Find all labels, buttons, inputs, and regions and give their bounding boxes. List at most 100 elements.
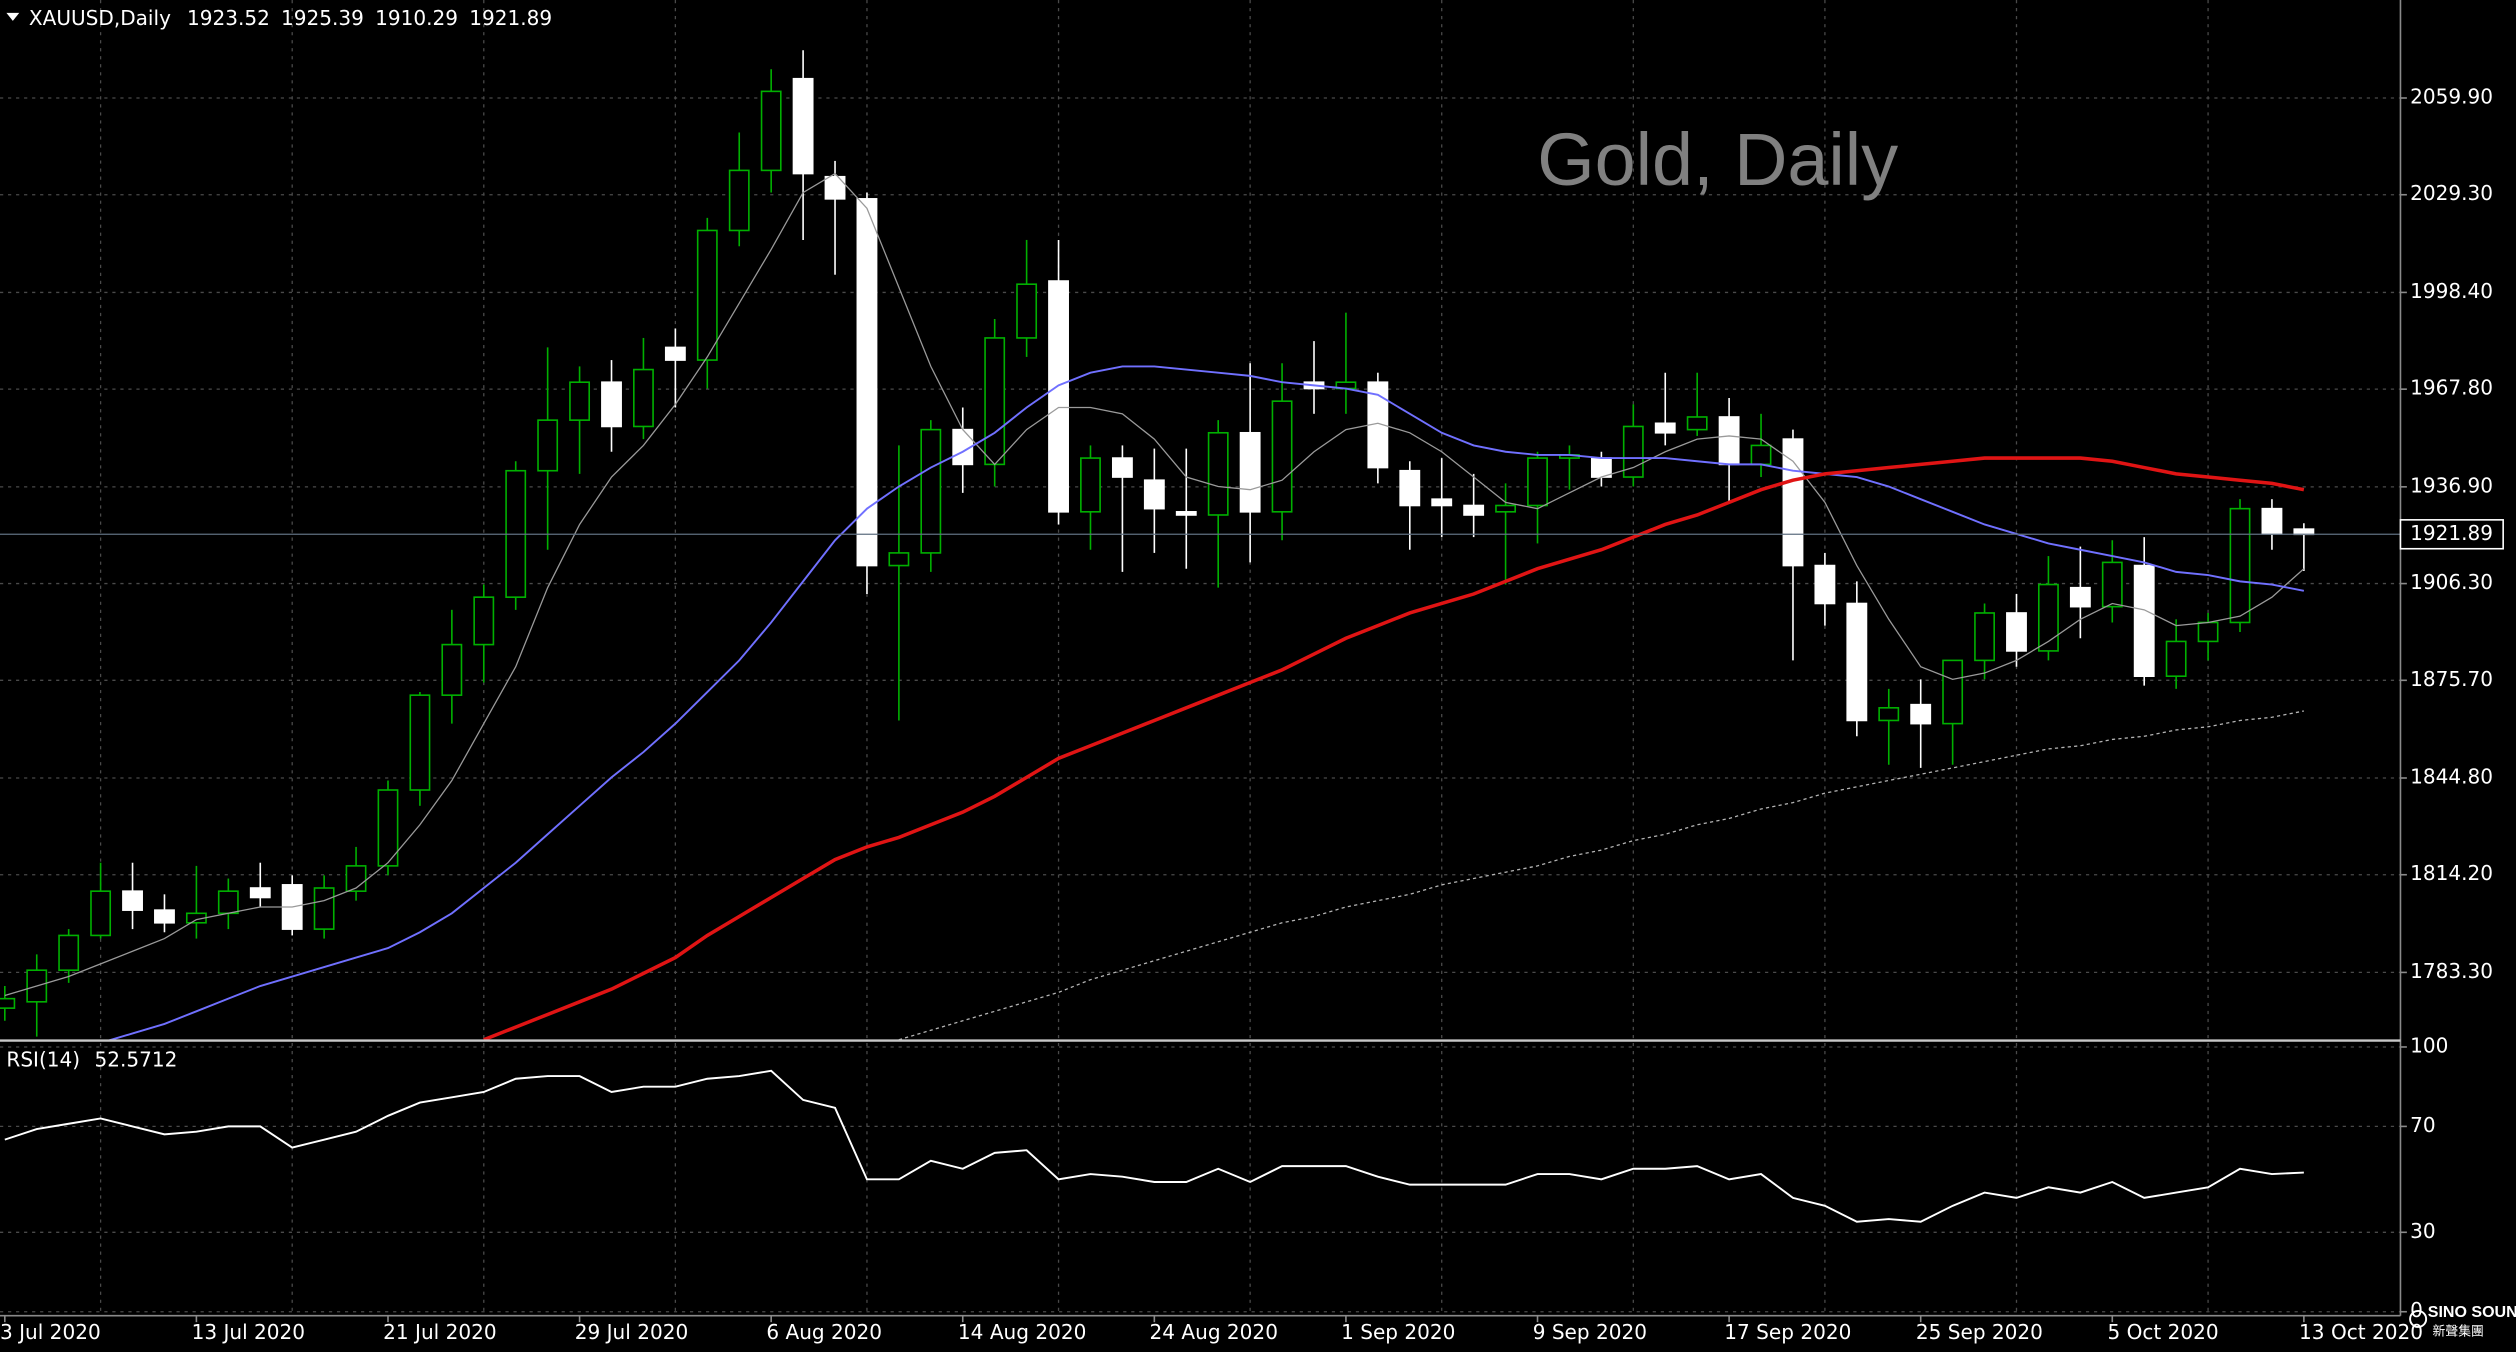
y-tick-label: 1936.90 bbox=[2410, 473, 2493, 497]
candle-body bbox=[569, 381, 591, 421]
y-tick-label: 1906.30 bbox=[2410, 570, 2493, 594]
candle-body bbox=[1495, 504, 1517, 513]
candle-body bbox=[1143, 479, 1165, 510]
candle-body bbox=[1974, 612, 1995, 662]
x-tick-label: 29 Jul 2020 bbox=[575, 1320, 688, 1344]
moving-averages bbox=[4, 172, 2305, 1040]
candle-body bbox=[90, 890, 112, 937]
candle-body bbox=[1048, 280, 1069, 513]
x-tick-label: 5 Oct 2020 bbox=[2107, 1320, 2218, 1344]
candle-body bbox=[633, 368, 654, 428]
candle-body bbox=[664, 346, 686, 361]
logo: SINO SOUND 新聲集團 bbox=[2409, 1303, 2516, 1339]
x-tick-label: 13 Jul 2020 bbox=[192, 1320, 305, 1344]
price-label: 1921.89 bbox=[2410, 521, 2493, 545]
candle-body bbox=[154, 909, 175, 924]
y-tick-label: 100 bbox=[2410, 1033, 2448, 1057]
candle-body bbox=[1846, 602, 1868, 722]
candle-body bbox=[1654, 422, 1676, 434]
candle-body bbox=[1175, 511, 1197, 516]
x-tick-label: 14 Aug 2020 bbox=[958, 1320, 1086, 1344]
y-tick-label: 1998.40 bbox=[2410, 279, 2493, 303]
logo-sub: 新聲集團 bbox=[2433, 1323, 2484, 1339]
x-tick-label: 1 Sep 2020 bbox=[1341, 1320, 1455, 1344]
symbol: XAUUSD,Daily bbox=[29, 6, 171, 30]
candle-body bbox=[601, 381, 622, 428]
x-tick-label: 21 Jul 2020 bbox=[383, 1320, 496, 1344]
candle-body bbox=[1782, 438, 1804, 567]
rsi-lines bbox=[4, 1069, 2304, 1223]
candle-body bbox=[2037, 583, 2059, 652]
candle-body bbox=[1080, 457, 1101, 513]
y-tick-label: 1844.80 bbox=[2410, 764, 2493, 788]
candle-body bbox=[1463, 504, 1485, 516]
moving-average bbox=[483, 456, 2305, 1040]
y-tick-label: 0 bbox=[2410, 1298, 2423, 1322]
menu-triangle[interactable] bbox=[6, 12, 20, 21]
candle-body bbox=[1271, 400, 1293, 513]
header-high: 1925.39 bbox=[281, 6, 364, 30]
candle-body bbox=[313, 887, 335, 930]
rsi-header: RSI(14) 52.5712 bbox=[6, 1047, 177, 1071]
candle-body bbox=[2133, 564, 2155, 678]
x-tick-label: 13 Oct 2020 bbox=[2299, 1320, 2423, 1344]
x-tick-label: 9 Sep 2020 bbox=[1533, 1320, 1647, 1344]
candle-body bbox=[1910, 703, 1932, 725]
candle-body bbox=[249, 887, 271, 899]
candle-body bbox=[2165, 640, 2187, 678]
candle-body bbox=[1878, 707, 1900, 722]
header-open: 1923.52 bbox=[187, 6, 270, 30]
candle-body bbox=[1207, 431, 1229, 516]
candle-body bbox=[409, 694, 431, 791]
candle-body bbox=[2101, 561, 2123, 608]
y-tick-label: 2029.30 bbox=[2410, 181, 2493, 205]
plot-layer bbox=[0, 50, 2401, 1223]
candle-body bbox=[1431, 498, 1453, 507]
candle-body bbox=[1399, 469, 1421, 507]
x-tick-label: 3 Jul 2020 bbox=[0, 1320, 101, 1344]
candle-body bbox=[2229, 507, 2251, 624]
y-tick-label: 1875.70 bbox=[2410, 667, 2493, 691]
candle-body bbox=[2006, 612, 2027, 652]
candle-body bbox=[1622, 425, 1644, 478]
logo-name: SINO SOUND bbox=[2428, 1303, 2516, 1321]
candle-body bbox=[888, 552, 910, 567]
candle-body bbox=[2261, 507, 2283, 535]
x-tick-label: 17 Sep 2020 bbox=[1724, 1320, 1851, 1344]
rsi-value: 52.5712 bbox=[95, 1047, 178, 1071]
candle-body bbox=[1016, 283, 1038, 339]
chart-header: XAUUSD,Daily 1923.52 1925.39 1910.29 192… bbox=[29, 6, 552, 30]
y-tick-label: 1783.30 bbox=[2410, 959, 2493, 983]
candle-body bbox=[1686, 416, 1708, 431]
watermark: Gold, Daily bbox=[1537, 118, 1898, 201]
x-tick-label: 25 Sep 2020 bbox=[1916, 1320, 2043, 1344]
candle-body bbox=[1942, 659, 1964, 725]
candle-body bbox=[984, 337, 1006, 466]
y-tick-label: 1814.20 bbox=[2410, 861, 2493, 885]
candle-body bbox=[537, 419, 559, 472]
candle-body bbox=[1527, 457, 1548, 507]
candle-body bbox=[2293, 528, 2315, 536]
candle-body bbox=[824, 175, 846, 200]
header-close: 1921.89 bbox=[469, 6, 552, 30]
y-tick-label: 70 bbox=[2410, 1113, 2436, 1137]
candle-body bbox=[1750, 444, 1772, 466]
header-low: 1910.29 bbox=[375, 6, 458, 30]
candle-body bbox=[2069, 586, 2091, 608]
candles bbox=[0, 50, 2315, 1037]
candle-body bbox=[0, 997, 16, 1009]
candle-body bbox=[760, 90, 782, 172]
logo-emblem bbox=[2409, 1309, 2428, 1328]
candle-body bbox=[1111, 457, 1133, 478]
candle-body bbox=[920, 428, 942, 554]
candle-body bbox=[473, 596, 495, 646]
candle-body bbox=[1239, 431, 1261, 513]
candle-body bbox=[377, 789, 399, 867]
candle-body bbox=[728, 169, 750, 232]
moving-average bbox=[898, 710, 2304, 1040]
y-tick-label: 2059.90 bbox=[2410, 85, 2493, 109]
candle-body bbox=[1590, 457, 1612, 478]
y-tick-label: 1967.80 bbox=[2410, 376, 2493, 400]
moving-average bbox=[4, 172, 2305, 997]
